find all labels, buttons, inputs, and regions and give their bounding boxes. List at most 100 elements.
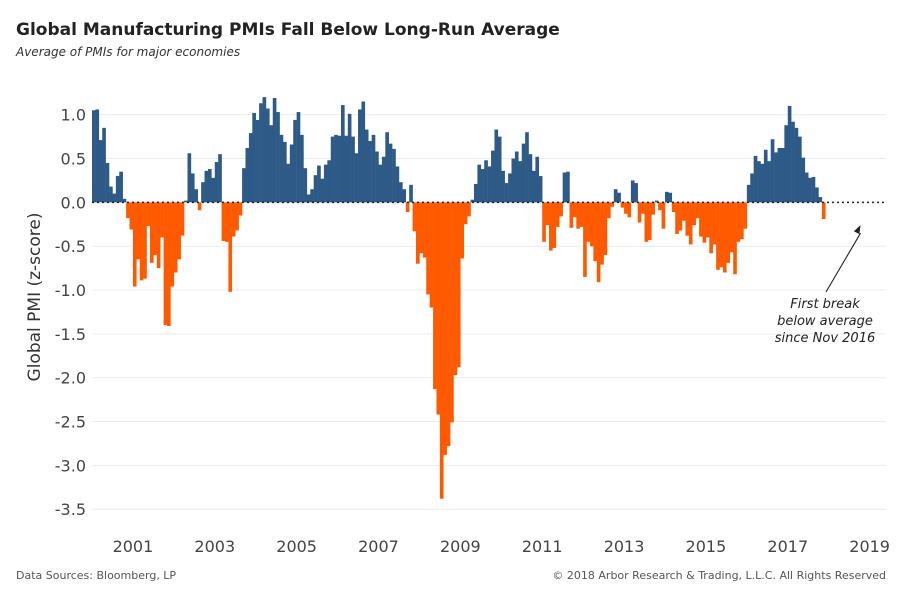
grid-lines [92, 114, 886, 510]
x-tick-label: 2009 [440, 537, 481, 556]
chart-title: Global Manufacturing PMIs Fall Below Lon… [16, 20, 560, 40]
bar [607, 202, 611, 219]
bar [102, 127, 106, 203]
bar [398, 182, 403, 203]
bar [289, 144, 294, 203]
bar [228, 202, 233, 292]
bar [504, 183, 509, 203]
bar [167, 202, 171, 326]
bar [699, 202, 703, 237]
bar [381, 156, 386, 203]
bar [470, 199, 475, 203]
y-tick-label: -0.5 [55, 237, 86, 256]
bar [105, 162, 110, 203]
bar [180, 202, 185, 236]
bar [136, 202, 140, 260]
x-tick-label: 2007 [358, 537, 399, 556]
annotation-text-line: First break [790, 297, 860, 312]
bar [620, 202, 625, 208]
bar [722, 202, 727, 273]
bar [610, 202, 615, 207]
bar [132, 202, 137, 287]
bar [630, 180, 635, 203]
bar [473, 183, 478, 203]
bar [156, 202, 161, 269]
x-tick-label: 2013 [604, 537, 645, 556]
bar [313, 175, 318, 203]
bar [402, 189, 407, 203]
bar [259, 103, 263, 203]
bar [279, 134, 284, 203]
annotation-arrowhead [853, 225, 861, 235]
bar [358, 109, 362, 203]
x-tick-label: 2003 [194, 537, 235, 556]
y-tick-label: -3.0 [55, 456, 86, 475]
bar [231, 202, 236, 237]
bar [323, 164, 328, 203]
bar [719, 202, 724, 268]
bar [559, 202, 563, 217]
bar [344, 135, 349, 203]
bar [242, 168, 246, 203]
bar [688, 202, 693, 245]
bar [262, 97, 267, 203]
bar [184, 200, 188, 203]
bar [405, 202, 410, 212]
bar [613, 189, 618, 203]
bar [327, 160, 331, 203]
x-axis-ticks: 2001 2003 2005 2007 2009 2011 2013 2015 2017 2019 [113, 537, 890, 556]
bar [798, 136, 802, 203]
bar [712, 202, 717, 245]
bar [682, 202, 686, 221]
bar [392, 148, 396, 203]
y-tick-label: 0.0 [61, 193, 86, 212]
bar [777, 148, 782, 203]
bar [194, 189, 198, 203]
bar [545, 202, 550, 226]
bar [238, 202, 243, 216]
y-axis-label: Global PMI (z-score) [25, 213, 45, 382]
bar [395, 166, 400, 203]
bar [484, 160, 488, 203]
bar [255, 119, 260, 203]
bar [95, 109, 100, 203]
bar [726, 202, 731, 263]
bar [801, 157, 806, 203]
bar [617, 192, 621, 203]
bar [566, 171, 570, 203]
bar [818, 197, 823, 203]
bar [439, 202, 444, 499]
bar [235, 202, 239, 231]
bar [265, 108, 270, 203]
bar [412, 202, 417, 232]
bar [487, 166, 492, 203]
bar [647, 202, 652, 241]
bar [177, 202, 181, 260]
bar [201, 182, 205, 203]
bar [173, 202, 178, 273]
bar [644, 202, 649, 242]
bar [211, 177, 216, 203]
bar [740, 202, 744, 240]
bar [388, 143, 393, 203]
bar [98, 140, 103, 203]
bar [508, 173, 512, 203]
bar [306, 194, 311, 203]
bar [419, 202, 424, 254]
bar [549, 202, 553, 251]
bar [467, 202, 471, 217]
annotation-first-break: First break below average since Nov 2016 [775, 225, 875, 346]
bar [525, 132, 529, 203]
bar [586, 202, 591, 242]
bar [678, 202, 683, 231]
bar [276, 112, 280, 203]
bar [368, 140, 372, 203]
bar [115, 176, 120, 203]
bar [641, 202, 645, 214]
bar [160, 202, 164, 238]
bar [385, 132, 389, 203]
annotation-text-line: below average [777, 314, 873, 329]
bar [651, 202, 656, 215]
bar [460, 202, 465, 259]
bar [375, 151, 379, 203]
